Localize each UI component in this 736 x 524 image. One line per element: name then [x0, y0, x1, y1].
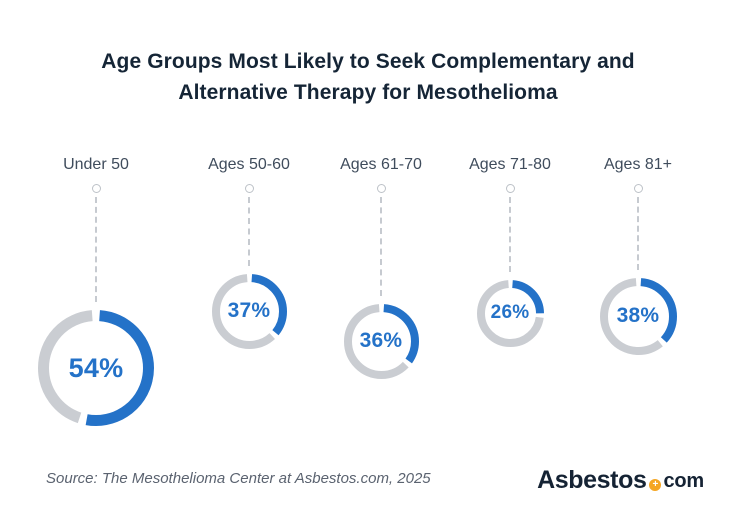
group-label: Ages 71-80 [469, 156, 551, 173]
group-label: Ages 61-70 [340, 156, 422, 173]
donut-remainder-arc [476, 279, 544, 347]
logo-wordmark-left: Asbestos [537, 466, 647, 494]
connector-dot [505, 183, 515, 193]
group-label: Ages 81+ [603, 156, 673, 173]
donut-percentage-label: 54% [68, 352, 124, 383]
logo-plus-icon: + [649, 479, 662, 491]
donut-chart [343, 303, 419, 379]
dashed-connector [95, 197, 97, 302]
donut-value-arc [211, 273, 287, 349]
donut-chart [599, 277, 677, 355]
donut-value-arc [38, 310, 154, 426]
source-note: Source: The Mesothelioma Center at Asbes… [46, 470, 431, 487]
logo-wordmark-right: com [663, 470, 704, 492]
dashed-connector [637, 197, 639, 270]
connector-dot [376, 183, 386, 193]
chart-title: Age Groups Most Likely to Seek Complemen… [101, 50, 635, 104]
donut-percentage-label: 26% [490, 302, 530, 323]
connector-dot [244, 183, 254, 193]
dashed-connector [380, 197, 382, 296]
donut-chart [211, 273, 287, 349]
donut-chart [476, 279, 544, 347]
connector-dot [633, 183, 643, 193]
connector-dot [91, 183, 101, 193]
donut-value-arc [343, 303, 419, 379]
group-label: Under 50 [63, 156, 129, 173]
donut-percentage-label: 38% [616, 304, 660, 327]
donut-remainder-arc [38, 310, 154, 426]
group-label: Ages 50-60 [208, 156, 290, 173]
donut-remainder-arc [599, 277, 677, 355]
dashed-connector [248, 197, 250, 266]
donut-value-arc [599, 277, 677, 355]
donut-percentage-label: 36% [359, 329, 403, 352]
asbestos-logo: Asbestos + com [537, 466, 704, 494]
dashed-connector [509, 197, 511, 272]
donut-remainder-arc [211, 273, 287, 349]
donut-percentage-label: 37% [227, 299, 271, 322]
donut-remainder-arc [343, 303, 419, 379]
donut-chart [38, 310, 154, 426]
